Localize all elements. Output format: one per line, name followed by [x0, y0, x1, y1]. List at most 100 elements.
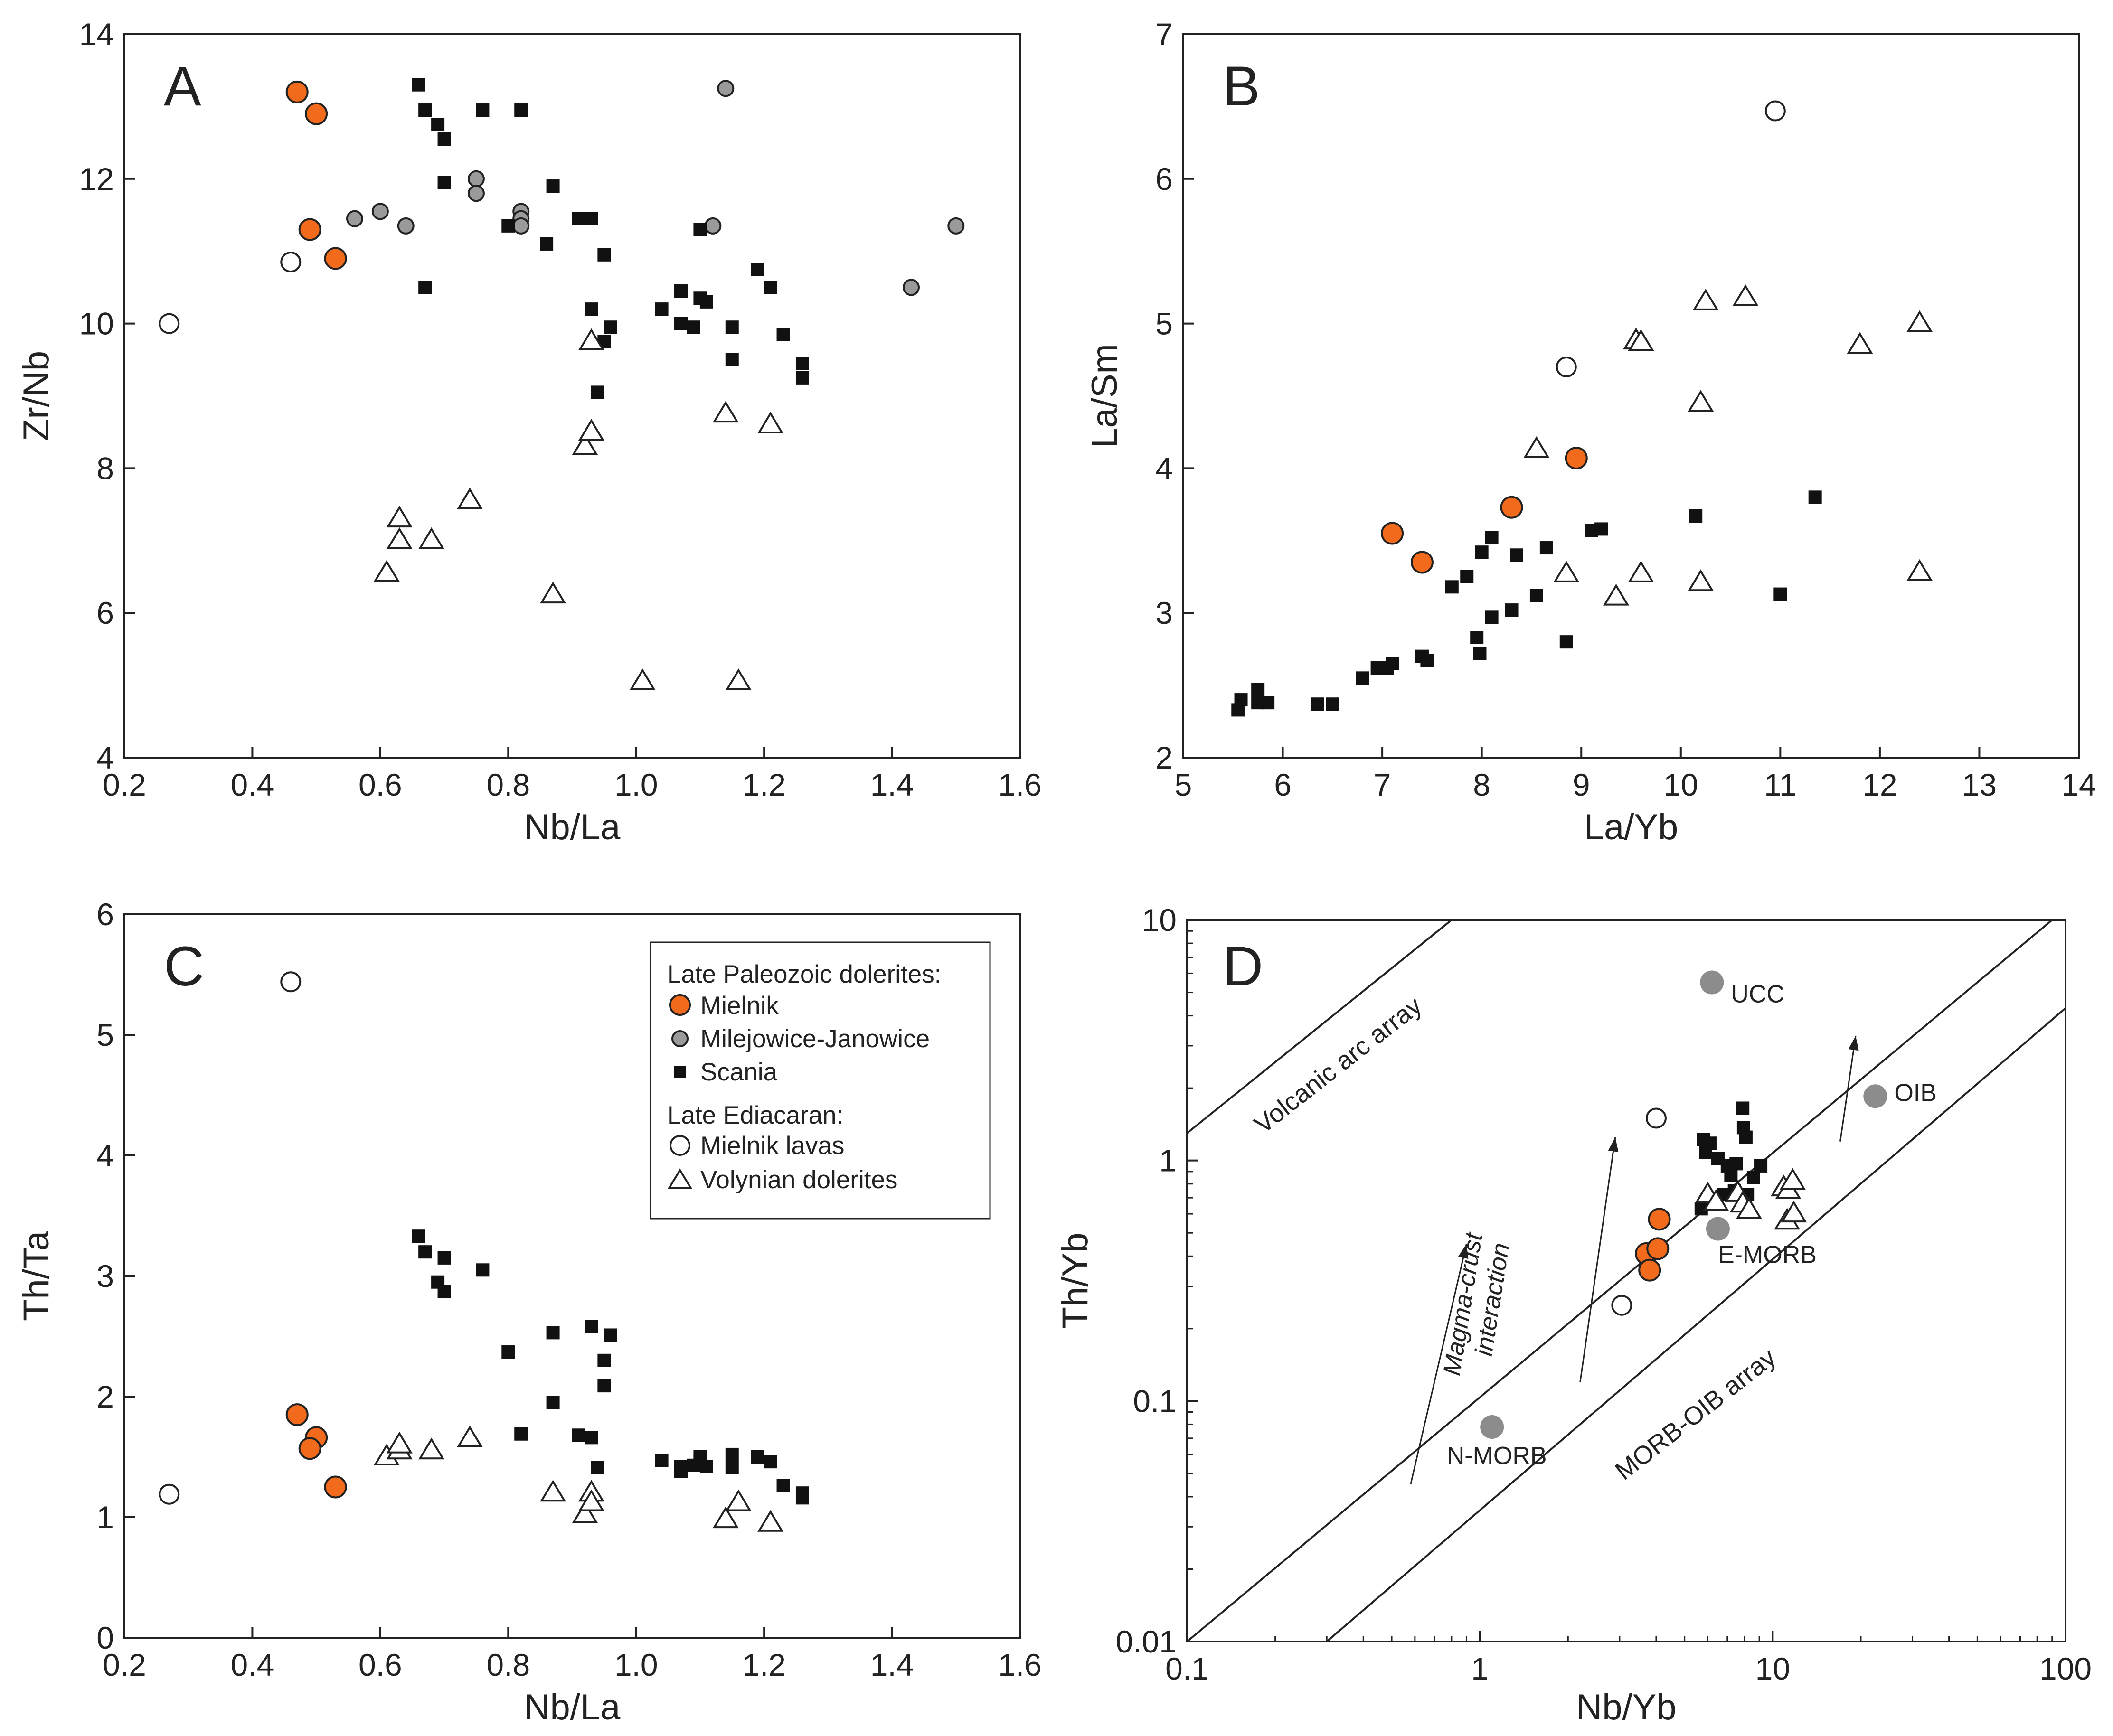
black-square-point — [1529, 589, 1543, 602]
open-triangle-point — [1553, 561, 1580, 582]
open-circle-point — [1645, 1107, 1667, 1129]
orange-circle-point — [1646, 1237, 1670, 1260]
legend-label-lavas: Mielnik lavas — [700, 1132, 844, 1160]
gray-circle-point — [704, 217, 722, 235]
black-square-point — [412, 78, 425, 92]
black-square-point — [1689, 509, 1703, 523]
black-square-point — [693, 223, 707, 236]
open-triangle-point — [1732, 284, 1759, 306]
orange-circle-point — [298, 218, 321, 241]
y-tick-label: 2 — [1155, 740, 1173, 775]
black-square-point — [1485, 531, 1499, 544]
black-square-point — [1386, 657, 1399, 670]
y-tick-label: 0 — [96, 1620, 114, 1655]
panel-d-letter: D — [1223, 935, 1263, 998]
orange-circle-point — [1565, 447, 1588, 470]
black-square-point — [1808, 490, 1822, 504]
y-tick-label: 10 — [1142, 902, 1177, 938]
reference-label-oib: OIB — [1894, 1079, 1937, 1107]
morb-oib-array-label: MORB-OIB array — [1610, 1343, 1781, 1485]
panel-d-reference-points: UCC OIB E-MORB N-MORB — [1447, 970, 1937, 1470]
x-tick-label: 0.6 — [358, 767, 402, 802]
x-tick-label: 8 — [1473, 767, 1490, 802]
panel-b-xlabel: La/Yb — [1584, 807, 1679, 847]
x-tick-label: 1.4 — [870, 1647, 914, 1682]
panel-c-letter: C — [164, 935, 204, 998]
black-square-point — [1460, 570, 1474, 583]
open-triangle-point — [540, 1480, 566, 1502]
legend-label-milejowice: Milejowice-Janowice — [700, 1025, 930, 1053]
legend-marker-mielnik — [669, 994, 691, 1016]
gray-circle-point — [371, 203, 389, 220]
open-triangle-point — [629, 668, 656, 690]
x-tick-label: 1.6 — [998, 767, 1042, 802]
black-square-point — [591, 385, 604, 399]
black-square-point — [1485, 610, 1499, 624]
panel-c-axes: 0.2 0.4 0.6 0.8 1.0 1.2 1.4 1.6 0 1 2 3 4 5 6 — [96, 897, 1042, 1682]
panel-b-axes: 5 6 7 8 9 10 11 12 13 14 2 3 4 5 6 7 — [1155, 17, 2096, 802]
x-tick-label: 13 — [1962, 767, 1997, 802]
gray-circle-point — [512, 217, 530, 235]
x-tick-label: 1.0 — [614, 767, 658, 802]
y-tick-label: 6 — [1155, 161, 1173, 197]
black-square-point — [437, 1251, 451, 1265]
open-circle-point — [159, 1483, 180, 1505]
y-tick-label: 0.1 — [1133, 1383, 1177, 1418]
black-square-point — [1326, 697, 1339, 711]
x-tick-label: 1.4 — [870, 767, 914, 802]
gray-circle-point — [467, 170, 485, 188]
y-tick-label: 5 — [96, 1017, 114, 1052]
black-square-point — [1510, 548, 1524, 562]
black-square-point — [1261, 696, 1275, 710]
black-square-point — [776, 328, 790, 341]
x-tick-label: 1.6 — [998, 1647, 1042, 1682]
gray-circle-point — [397, 217, 415, 235]
x-tick-label: 9 — [1573, 767, 1590, 802]
black-square-point — [795, 357, 809, 370]
black-square-point — [655, 302, 669, 316]
open-triangle-point — [418, 1437, 445, 1460]
open-triangle-point — [1692, 288, 1719, 310]
reference-point-ucc — [1700, 970, 1724, 995]
black-square-point — [795, 371, 809, 385]
gray-circle-point — [467, 185, 485, 202]
open-circle-point — [280, 252, 302, 273]
x-tick-label: 1.2 — [742, 1647, 786, 1682]
y-tick-label: 6 — [96, 595, 114, 630]
y-tick-label: 3 — [96, 1258, 114, 1294]
y-tick-label: 4 — [96, 740, 114, 775]
black-square-point — [514, 1427, 528, 1441]
gray-circle-point — [346, 210, 363, 227]
open-triangle-point — [1847, 332, 1873, 354]
black-square-point — [1473, 647, 1487, 660]
black-square-point — [655, 1454, 669, 1467]
open-circle-point — [280, 971, 302, 993]
panel-a-marks — [159, 78, 965, 690]
panel-b-frame — [1182, 33, 2080, 759]
black-square-point — [1420, 654, 1434, 667]
x-tick-label: 1 — [1471, 1651, 1489, 1686]
black-square-point — [1505, 603, 1519, 617]
x-tick-label: 10 — [1663, 767, 1698, 802]
orange-circle-point — [298, 1437, 321, 1460]
x-tick-label: 10 — [1755, 1651, 1790, 1686]
black-square-point — [693, 1450, 707, 1464]
arrowhead — [1458, 1244, 1469, 1259]
y-tick-label: 1 — [1159, 1143, 1177, 1178]
black-square-point — [1311, 697, 1324, 711]
black-square-point — [1724, 1168, 1738, 1182]
legend-marker-volynian — [667, 1168, 693, 1189]
x-tick-label: 1.2 — [742, 767, 786, 802]
y-tick-label: 2 — [96, 1379, 114, 1414]
panel-a-ylabel: Zr/Nb — [16, 351, 57, 441]
x-tick-label: 14 — [2061, 767, 2096, 802]
black-square-point — [540, 237, 554, 251]
open-triangle-point — [1781, 1201, 1807, 1223]
reference-point-e-morb — [1706, 1217, 1730, 1241]
panel-d-marks — [1611, 1101, 1807, 1316]
arrowhead — [1608, 1137, 1619, 1152]
open-triangle-point — [1736, 1197, 1762, 1219]
reference-label-e-morb: E-MORB — [1718, 1241, 1817, 1269]
open-triangle-point — [386, 506, 413, 528]
x-tick-label: 0.8 — [486, 1647, 530, 1682]
